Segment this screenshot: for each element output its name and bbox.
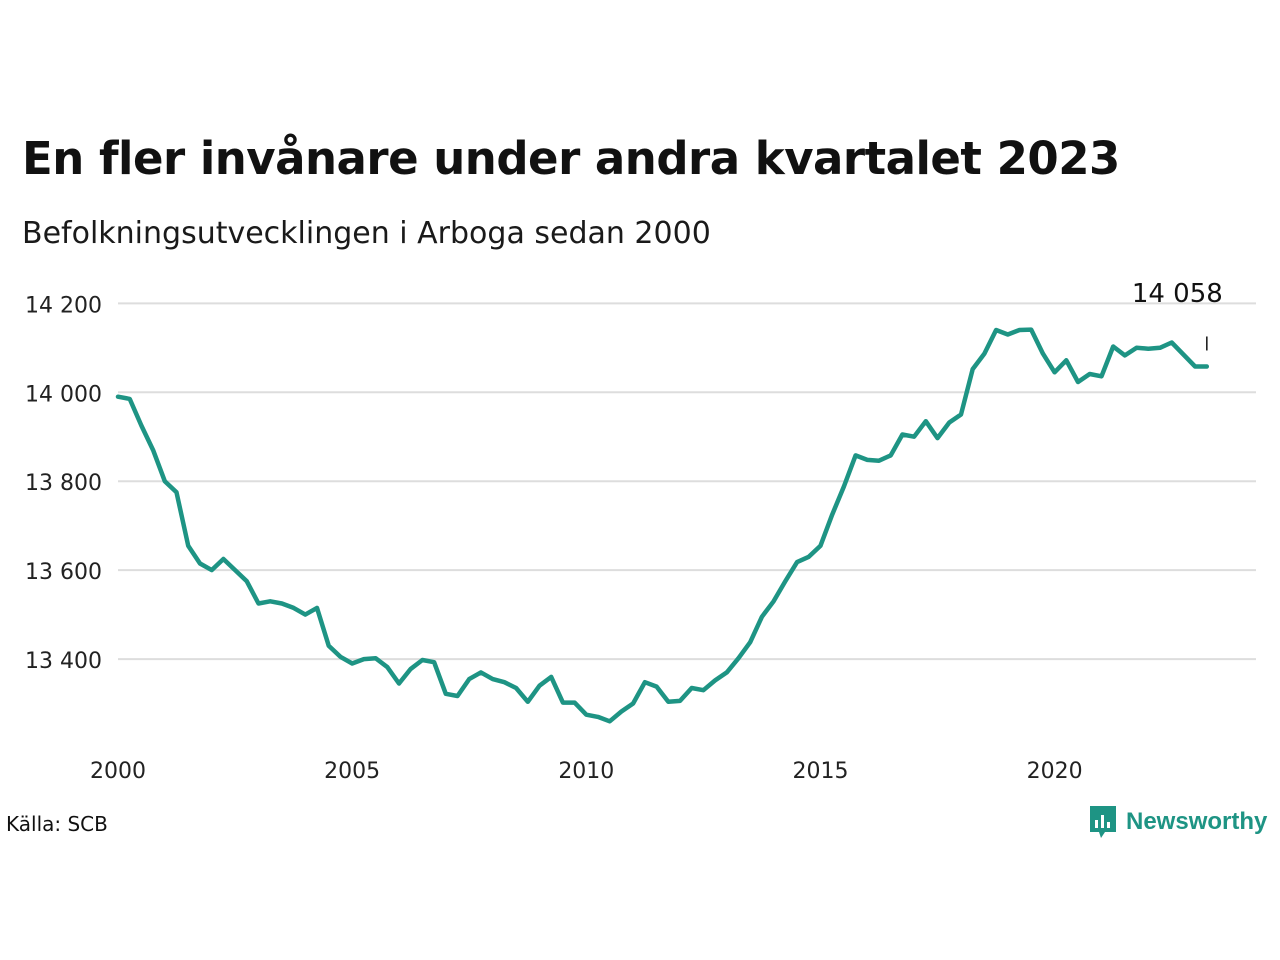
gridlines: [118, 302, 1256, 661]
annotation-layer: 14 058: [1132, 279, 1223, 351]
y-tick-label: 13 600: [25, 560, 102, 585]
x-tick-label: 2010: [558, 759, 614, 784]
source-note: Källa: SCB: [6, 812, 108, 836]
series-line: [115, 327, 1210, 724]
chart-subtitle: Befolkningsutvecklingen i Arboga sedan 2…: [22, 216, 711, 251]
x-tick-label: 2000: [90, 759, 146, 784]
brand-name: Newsworthy: [1126, 808, 1268, 835]
x-axis-ticks: 2000 2005 2010 2015 2020: [90, 759, 1083, 784]
newsworthy-logo-icon: [1090, 806, 1116, 838]
y-tick-label: 13 800: [25, 471, 102, 496]
last-value-label: 14 058: [1132, 279, 1223, 309]
x-tick-label: 2005: [324, 759, 380, 784]
y-tick-label: 13 400: [25, 649, 102, 674]
x-tick-label: 2020: [1027, 759, 1083, 784]
series-layer: [115, 327, 1210, 724]
brand-logo[interactable]: Newsworthy: [1088, 804, 1267, 840]
x-tick-label: 2015: [792, 759, 848, 784]
y-axis-ticks: 13 400 13 600 13 800 14 000 14 200: [25, 293, 102, 674]
y-tick-label: 14 200: [25, 293, 102, 318]
y-tick-label: 14 000: [25, 382, 102, 407]
chart-title: En fler invånare under andra kvartalet 2…: [22, 132, 1120, 185]
